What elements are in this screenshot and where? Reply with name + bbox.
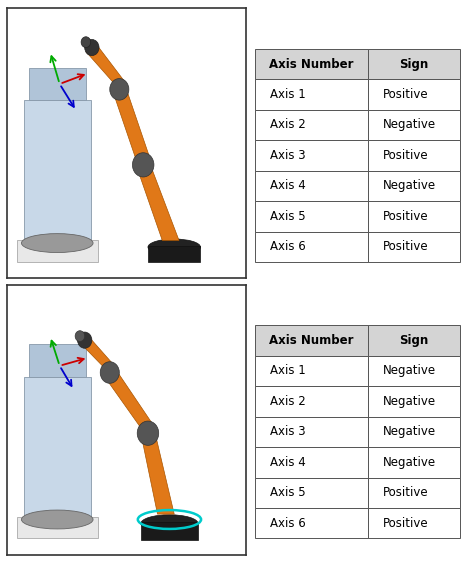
Bar [255,231,368,262]
Text: Axis 2: Axis 2 [270,118,306,132]
Circle shape [85,39,99,56]
Bar [255,386,368,417]
Polygon shape [86,46,127,84]
Text: Sign: Sign [400,334,428,347]
Bar [255,171,368,201]
Circle shape [137,421,159,445]
Bar [255,356,368,386]
Text: Negative: Negative [383,180,437,193]
Bar [141,522,198,540]
Bar [255,49,368,79]
Text: Axis 5: Axis 5 [270,210,306,223]
Text: Positive: Positive [383,88,429,101]
Text: Axis 3: Axis 3 [270,149,306,162]
Bar [255,201,368,231]
Bar [368,417,460,447]
Bar [368,49,460,79]
Bar [368,477,460,508]
Circle shape [100,362,119,383]
Bar [368,201,460,231]
Text: Positive: Positive [383,210,429,223]
Circle shape [110,79,129,100]
Polygon shape [141,433,174,514]
Text: Axis 2: Axis 2 [270,395,306,408]
Text: Axis 5: Axis 5 [270,486,306,499]
Text: Negative: Negative [383,456,437,469]
Bar [368,386,460,417]
Bar [17,517,98,538]
Bar [368,140,460,171]
Text: Negative: Negative [383,395,437,408]
Bar [368,508,460,538]
Ellipse shape [21,234,93,253]
Text: Sign: Sign [400,57,428,70]
Text: Negative: Negative [383,118,437,132]
Text: Axis Number: Axis Number [269,57,354,70]
Text: Axis 1: Axis 1 [270,364,306,377]
Bar [255,477,368,508]
Text: Axis 6: Axis 6 [270,240,306,253]
Text: Axis Number: Axis Number [269,334,354,347]
Bar [255,325,368,356]
Text: Axis 6: Axis 6 [270,517,306,530]
Polygon shape [112,90,150,159]
Bar [368,325,460,356]
Bar [368,231,460,262]
Text: Positive: Positive [383,240,429,253]
Bar [17,240,98,262]
Ellipse shape [21,510,93,529]
Bar [24,100,91,240]
Circle shape [78,332,92,348]
Ellipse shape [148,239,201,255]
Bar [255,447,368,477]
Circle shape [81,37,91,47]
Bar [28,344,86,377]
Bar [368,447,460,477]
Text: Positive: Positive [383,149,429,162]
Bar [255,110,368,140]
Ellipse shape [141,515,198,532]
Bar [255,79,368,110]
Polygon shape [79,339,117,368]
Bar [28,68,86,100]
Text: Positive: Positive [383,517,429,530]
Bar [368,79,460,110]
Text: Axis 4: Axis 4 [270,456,306,469]
Text: Axis 4: Axis 4 [270,180,306,193]
Polygon shape [136,165,179,240]
Bar [255,417,368,447]
Bar [255,140,368,171]
Text: Positive: Positive [383,486,429,499]
Bar [255,508,368,538]
Bar [148,246,201,262]
Circle shape [132,153,154,177]
Bar [368,171,460,201]
Text: Axis 1: Axis 1 [270,88,306,101]
Bar [24,377,91,517]
Text: Axis 3: Axis 3 [270,426,306,439]
Text: Negative: Negative [383,426,437,439]
Bar [368,356,460,386]
Text: Negative: Negative [383,364,437,377]
Circle shape [75,330,85,342]
Bar [368,110,460,140]
Polygon shape [102,371,155,428]
